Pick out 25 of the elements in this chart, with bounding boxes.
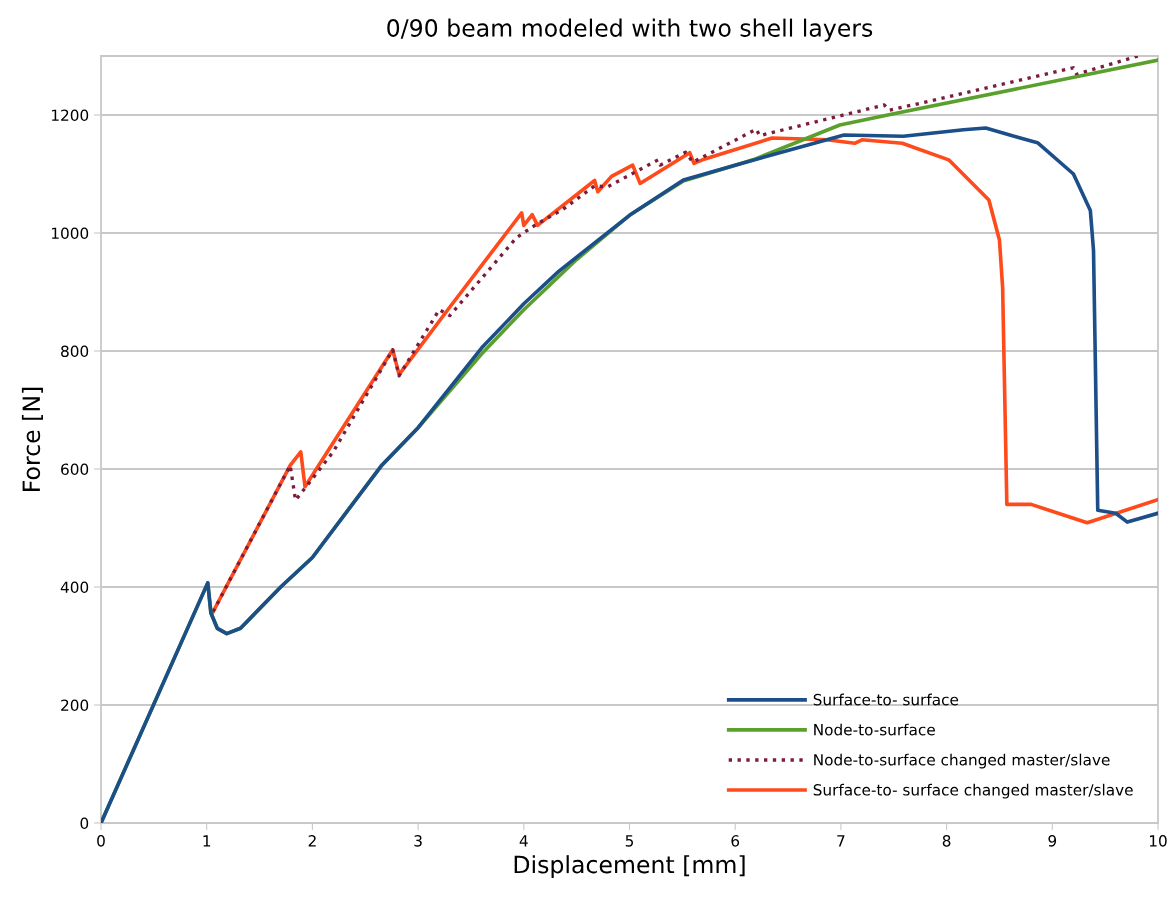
x-tick-label: 5 [625, 835, 634, 847]
x-tick-label: 4 [519, 835, 528, 847]
chart-title: 0/90 beam modeled with two shell layers [387, 18, 873, 42]
y-tick-label: 1200 [51, 109, 89, 122]
x-tick-label: 6 [731, 835, 740, 847]
y-tick-label: 400 [60, 581, 89, 594]
legend-label: Node-to-surface [814, 723, 935, 736]
y-tick-label: 600 [61, 463, 89, 476]
legend-label: Surface-to- surface [813, 693, 959, 706]
y-axis-title: Force [N] [21, 387, 43, 491]
x-tick-label: 7 [837, 835, 845, 847]
y-tick-label: 0 [80, 817, 89, 830]
x-axis-title: Displacement [mm] [514, 855, 745, 878]
x-tick-label: 1 [203, 835, 211, 847]
x-tick-label: 9 [1048, 835, 1057, 847]
y-tick-label: 200 [61, 699, 89, 712]
x-tick-label: 2 [308, 835, 316, 847]
y-tick-label: 800 [61, 345, 89, 358]
legend-label: Node-to-surface changed master/slave [814, 753, 1110, 769]
x-tick-label: 0 [97, 835, 105, 847]
x-tick-label: 8 [942, 835, 951, 847]
x-tick-label: 3 [414, 835, 422, 847]
y-tick-label: 1000 [51, 227, 89, 240]
x-tick-label: 10 [1149, 835, 1167, 847]
legend-label: Surface-to- surface changed master/slave [813, 783, 1133, 799]
